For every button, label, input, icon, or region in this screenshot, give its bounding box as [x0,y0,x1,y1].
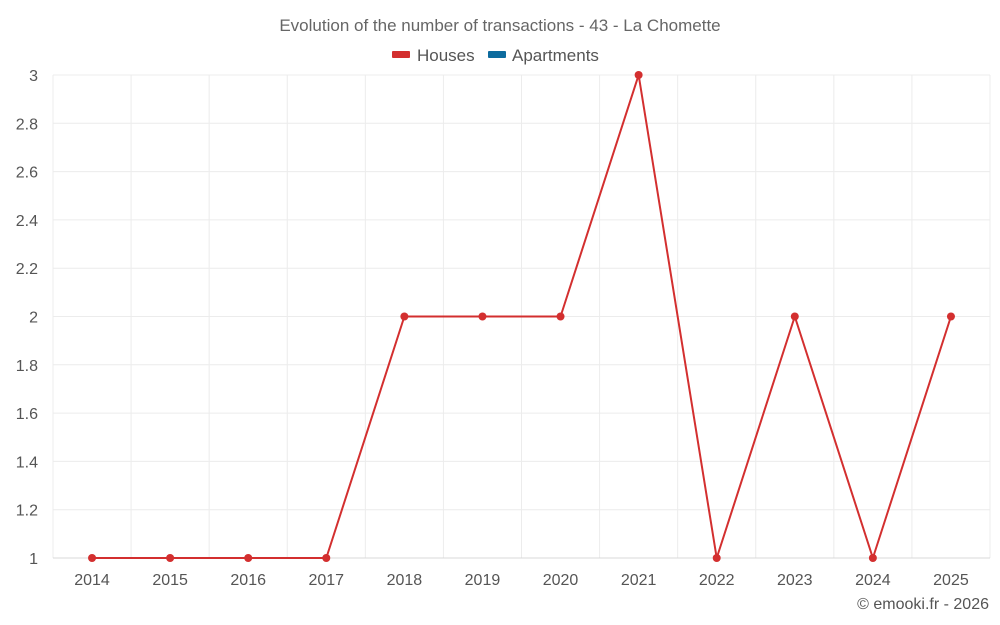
legend-item-houses[interactable]: Houses [392,46,475,65]
data-point-houses[interactable] [166,554,175,562]
y-tick-label: 2.8 [16,116,38,133]
credit-text: © emooki.fr - 2026 [857,596,989,613]
y-tick-label: 1.8 [16,358,38,375]
data-point-houses[interactable] [556,312,565,321]
y-tick-label: 3 [29,68,38,85]
legend-label-apartments: Apartments [512,46,599,65]
legend-label-houses: Houses [417,46,475,65]
data-point-houses[interactable] [322,554,331,562]
y-tick-label: 1.4 [16,454,38,471]
y-tick-label: 1.6 [16,406,38,423]
x-tick-label: 2017 [308,572,344,589]
x-tick-label: 2024 [855,572,891,589]
data-point-houses[interactable] [88,554,97,562]
legend-swatch-apartments [488,51,506,58]
series-line-houses [92,74,952,559]
y-tick-label: 2.4 [16,213,38,230]
legend-swatch-houses [392,51,410,58]
chart-title: Evolution of the number of transactions … [279,16,720,35]
legend: Houses Apartments [392,46,599,65]
y-tick-label: 1.2 [16,503,38,520]
plot-area [88,71,955,562]
y-tick-label: 2 [29,310,38,327]
data-point-houses[interactable] [478,312,487,321]
x-tick-label: 2018 [387,572,423,589]
x-tick-label: 2023 [777,572,813,589]
data-point-houses[interactable] [946,312,955,321]
x-tick-label: 2025 [933,572,969,589]
y-tick-label: 2.2 [16,261,38,278]
x-axis: 2014 2015 2016 2017 2018 2019 2020 2021 2022 2023… [74,572,969,589]
data-point-houses[interactable] [712,554,721,562]
x-tick-label: 2021 [621,572,657,589]
data-point-houses[interactable] [790,312,799,321]
x-tick-label: 2014 [74,572,110,589]
x-tick-label: 2020 [543,572,579,589]
y-tick-label: 2.6 [16,165,38,182]
y-axis: 1 1.2 1.4 1.6 1.8 2 2.2 2.4 2.6 2.8 3 [16,68,38,568]
data-point-houses[interactable] [244,554,253,562]
x-tick-label: 2019 [465,572,501,589]
data-point-houses[interactable] [400,312,409,321]
data-point-houses[interactable] [634,71,643,79]
data-point-houses[interactable] [868,554,877,562]
x-tick-label: 2016 [230,572,266,589]
x-tick-label: 2022 [699,572,735,589]
y-tick-label: 1 [29,551,38,568]
x-tick-label: 2015 [152,572,188,589]
legend-item-apartments[interactable]: Apartments [488,46,599,65]
